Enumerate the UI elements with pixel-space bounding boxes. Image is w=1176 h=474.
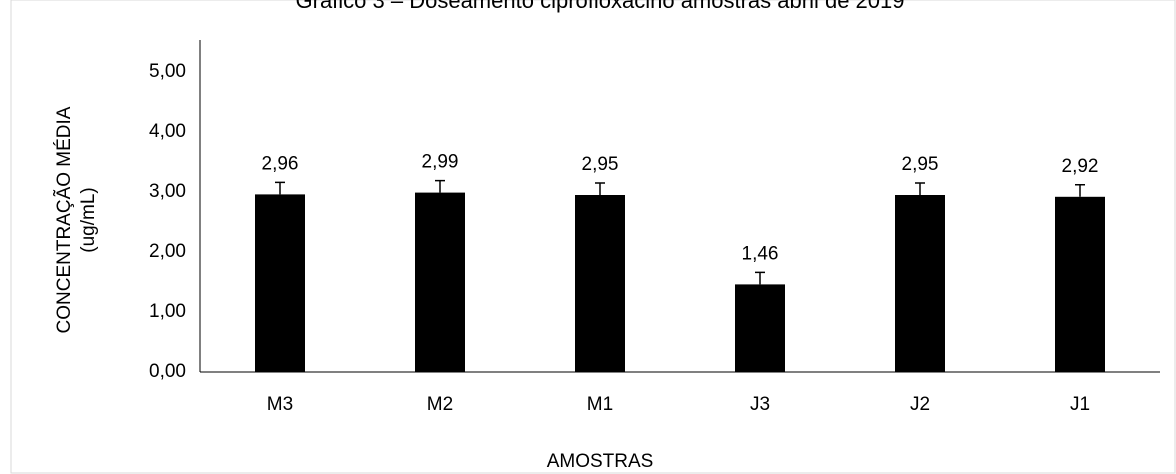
data-label: 2,99 [422,152,459,173]
error-bar [1075,184,1085,197]
error-bar [595,182,605,195]
y-tick-label: 2,00 [149,241,186,262]
error-bar [275,181,285,195]
x-tick-label: J3 [750,394,770,415]
y-axis-title: CONCENTRAÇÃO MÉDIA [53,106,75,333]
bar [1055,196,1105,372]
bar [575,195,625,372]
error-bar [435,179,445,193]
bar [415,192,465,372]
bar [735,284,785,372]
x-tick-label: M1 [587,394,613,415]
bar [255,194,305,372]
y-tick-label: 3,00 [149,181,186,202]
error-bar [915,182,925,195]
y-tick-label: 4,00 [149,121,186,142]
y-axis-title: (ug/mL) [78,187,99,252]
x-axis-title: AMOSTRAS [547,451,654,472]
error-bar [755,271,765,285]
y-tick-label: 1,00 [149,301,186,322]
data-label: 2,92 [1062,156,1099,177]
x-tick-label: J1 [1070,394,1090,415]
x-tick-label: M2 [427,394,453,415]
data-label: 2,95 [582,154,619,175]
x-tick-label: M3 [267,394,293,415]
bar [895,195,945,372]
data-label: 2,96 [262,153,299,174]
chart-title: Gráfico 3 – Doseamento ciprofloxacino am… [296,0,905,13]
data-label: 1,46 [742,243,779,264]
data-label: 2,95 [902,154,939,175]
x-tick-label: J2 [910,394,930,415]
y-tick-label: 0,00 [149,361,186,382]
y-tick-label: 5,00 [149,61,186,82]
